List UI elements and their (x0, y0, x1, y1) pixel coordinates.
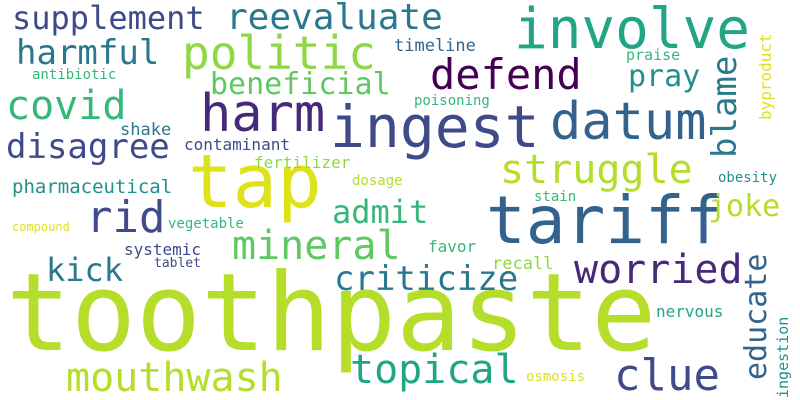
word-pharmaceutical: pharmaceutical (12, 176, 173, 198)
word-stain: stain (534, 189, 577, 205)
word-antibiotic: antibiotic (32, 67, 117, 83)
word-datum: datum (550, 92, 707, 152)
word-educate: educate (739, 253, 774, 380)
word-clue: clue (614, 350, 720, 400)
word-joke: joke (708, 189, 781, 224)
word-rid: rid (86, 192, 166, 243)
word-recall: recall (492, 254, 554, 274)
word-blame: blame (705, 55, 745, 158)
word-toothpaste: toothpaste (6, 251, 657, 376)
word-praise: praise (626, 46, 681, 64)
word-contaminant: contaminant (184, 135, 290, 154)
word-ingest: ingest (330, 93, 540, 161)
word-systemic: systemic (124, 240, 202, 259)
word-involve: involve (514, 0, 751, 62)
word-mineral: mineral (232, 223, 401, 269)
word-worried: worried (574, 247, 743, 293)
word-pray: pray (628, 59, 701, 94)
word-tablet: tablet (154, 256, 201, 271)
word-favor: favor (428, 237, 477, 256)
word-nervous: nervous (656, 302, 724, 321)
word-topical: topical (350, 347, 519, 393)
word-criticize: criticize (334, 259, 519, 299)
word-admit: admit (332, 193, 429, 231)
word-shake: shake (120, 120, 172, 140)
word-covid: covid (6, 83, 127, 129)
word-byproduct: byproduct (756, 33, 775, 120)
word-vegetable: vegetable (168, 216, 244, 232)
word-obesity: obesity (718, 170, 778, 186)
word-harmful: harmful (16, 33, 160, 73)
word-osmosis: osmosis (526, 369, 586, 385)
word-politic: politic (182, 26, 376, 80)
word-beneficial: beneficial (210, 67, 391, 102)
word-defend: defend (430, 50, 582, 99)
word-tap: tap (188, 139, 322, 225)
word-supplement: supplement (12, 0, 205, 37)
word-kick: kick (46, 251, 124, 289)
word-mouthwash: mouthwash (66, 355, 283, 400)
word-ingestion: ingestion (774, 316, 792, 398)
word-timeline: timeline (394, 36, 476, 56)
word-poisoning: poisoning (414, 93, 490, 109)
word-fertilizer: fertilizer (254, 153, 351, 172)
word-dosage: dosage (352, 173, 403, 189)
word-compound: compound (12, 220, 70, 234)
word-struggle: struggle (500, 147, 693, 193)
word-harm: harm (200, 84, 326, 144)
word-tariff: tariff (486, 182, 725, 259)
word-disagree: disagree (6, 127, 170, 167)
word-reevaluate: reevaluate (226, 0, 443, 38)
